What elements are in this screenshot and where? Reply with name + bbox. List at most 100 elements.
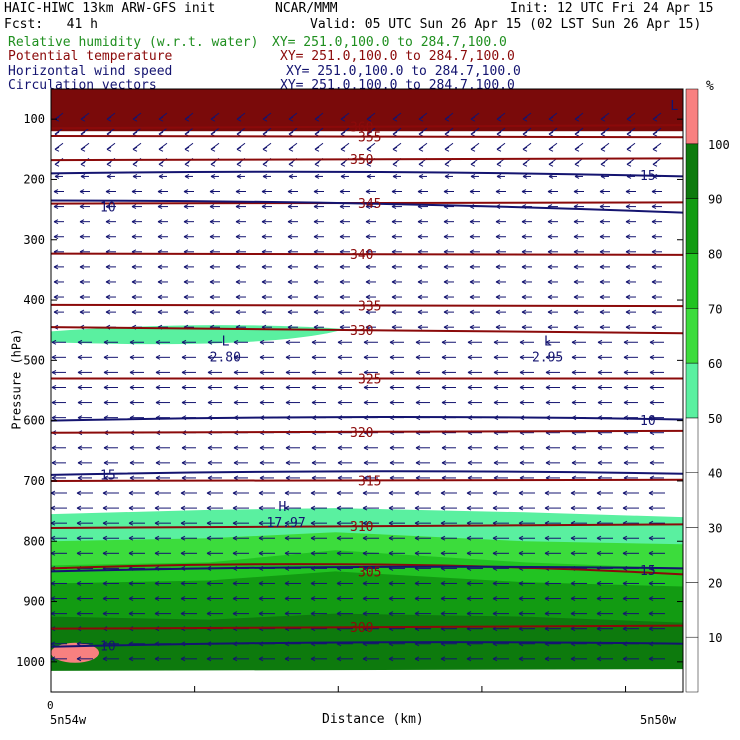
wind-vector-head [206, 581, 212, 586]
wind-vector-head [362, 505, 368, 511]
wind-vector-head [522, 116, 528, 122]
wind-vector-head [444, 161, 450, 167]
colorbar-tick-label: 90 [708, 193, 722, 207]
theta-contour [51, 624, 683, 630]
wind-vector-head [415, 460, 421, 466]
wind-vector-head [388, 581, 394, 586]
wind-vector-head [622, 626, 628, 632]
wind-vector-head [622, 550, 628, 556]
wind-vector-head [648, 596, 654, 601]
wind-vector-head [232, 581, 238, 586]
wind-vector-head [596, 581, 602, 586]
wind-vector-head [391, 294, 397, 300]
wind-vector-head [652, 161, 658, 167]
wind-vector-head [625, 324, 631, 330]
wind-vector-head [469, 294, 475, 300]
wind-vector-head [596, 656, 602, 662]
wind-vector-head [310, 490, 316, 496]
wind-vector-head [76, 581, 82, 586]
theta-contour-label: 300 [350, 621, 373, 636]
wind-vector-head [415, 339, 421, 345]
wind-vector-head [103, 475, 109, 481]
wind-vector-head [339, 294, 345, 300]
wind-vector-head [337, 385, 343, 390]
wind-vector-head [571, 369, 577, 375]
colorbar-tick-label: 20 [708, 576, 722, 590]
wind-vector-head [311, 354, 317, 360]
wind-vector-head [183, 219, 189, 225]
wind-vector-head [600, 116, 606, 122]
wind-vector-head [76, 596, 82, 601]
wind-vector-head [519, 369, 525, 375]
wind-vector-head [311, 400, 317, 406]
wind-vector-head [154, 550, 160, 556]
wind-vector-head [285, 369, 291, 375]
wind-vector-head [181, 400, 187, 406]
theta-contour-label: 315 [358, 474, 381, 489]
colorbar-segment [685, 88, 699, 145]
wind-vector-head [414, 505, 420, 511]
wind-vector-head [51, 369, 57, 375]
wind-vector-head [414, 581, 420, 586]
wind-vector-head [103, 354, 109, 360]
wind-vector-head [651, 309, 657, 315]
wind-vector-head [417, 234, 423, 240]
wind-vector-head [183, 294, 189, 300]
wind-vector-head [235, 309, 241, 315]
wind-vector-head [443, 309, 449, 315]
wind-vector-head [522, 161, 528, 167]
wind-vector-head [362, 581, 368, 586]
wind-vector-head [622, 490, 628, 496]
wind-vector-head [492, 490, 498, 496]
wind-vector-head [340, 161, 346, 167]
wind-vector-head [495, 219, 501, 225]
wind-vector-head [105, 294, 111, 300]
wind-vector-head [183, 234, 189, 240]
wind-vector-head [418, 161, 424, 167]
wind-vector-head [76, 490, 82, 496]
wind-vector-head [129, 369, 135, 375]
wind-vector-head [574, 116, 580, 122]
wind-vector-head [544, 505, 550, 511]
wind-vector-head [440, 611, 446, 617]
wind-vector-head [287, 219, 293, 225]
wind-vector-head [493, 354, 499, 360]
wind-vector-head [648, 505, 654, 511]
wind-vector-head [366, 161, 372, 167]
wind-vector-head [440, 490, 446, 496]
wind-vector-head [181, 385, 187, 390]
wind-vector-head [311, 369, 317, 375]
wind-vector-head [157, 279, 163, 285]
wind-vector-head [154, 505, 160, 511]
wind-vector-head [103, 460, 109, 466]
wind-vector-head [470, 131, 476, 137]
wind-vector-head [209, 264, 215, 270]
wind-contour-label: 15 [640, 564, 656, 579]
wind-vector-head [441, 460, 447, 466]
wind-vector-head [77, 400, 83, 406]
wind-vector-head [415, 385, 421, 390]
y-tick-label: 900 [23, 595, 45, 609]
wind-vector-head [467, 339, 473, 345]
wind-vector-head [80, 116, 86, 122]
wind-vector-head [258, 596, 264, 601]
wind-vector-head [313, 309, 319, 315]
extremum-marker: L [222, 334, 230, 349]
field-rh-name: Relative humidity (w.r.t. water) [8, 35, 259, 50]
wind-vector-head [649, 400, 655, 406]
wind-vector-head [79, 219, 85, 225]
wind-vector-head [648, 656, 654, 662]
wind-vector-head [206, 550, 212, 556]
wind-vector-head [547, 249, 553, 255]
wind-vector-head [232, 520, 238, 526]
wind-vector-head [391, 219, 397, 225]
wind-vector-head [623, 339, 629, 345]
wind-vector-head [625, 234, 631, 240]
wind-vector-head [522, 173, 528, 179]
wind-vector-head [311, 385, 317, 390]
wind-vector-head [259, 339, 265, 345]
wind-vector-head [287, 264, 293, 270]
wind-vector-head [365, 234, 371, 240]
wind-vector-head [261, 234, 267, 240]
wind-vector-head [521, 234, 527, 240]
